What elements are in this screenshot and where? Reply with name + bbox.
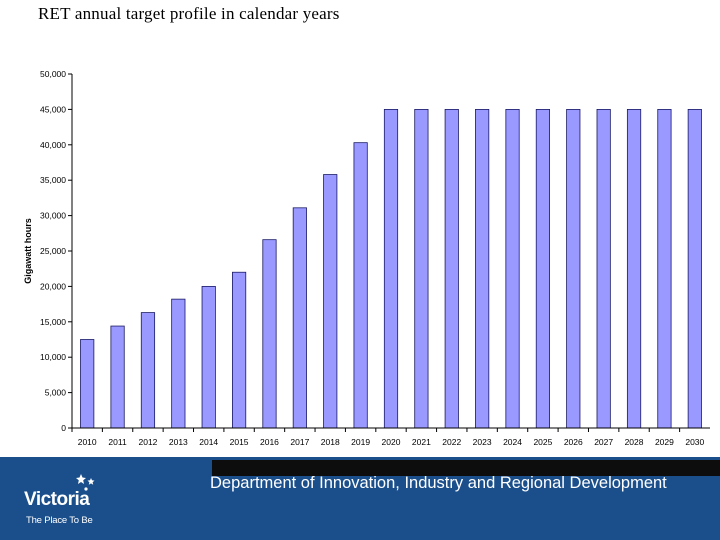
bar-2030 (687, 109, 702, 429)
bar-2011 (110, 325, 125, 429)
x-tick-label: 2022 (442, 437, 461, 447)
x-tick-label: 2011 (108, 437, 127, 447)
bar-2024 (505, 109, 520, 429)
x-tick-label: 2023 (473, 437, 492, 447)
x-tick-label: 2016 (260, 437, 279, 447)
y-tick-label: 0 (61, 423, 66, 433)
x-tick-label: 2021 (412, 437, 431, 447)
x-tick-label: 2024 (503, 437, 522, 447)
slide-title: RET annual target profile in calendar ye… (38, 4, 340, 23)
southern-cross-logo-icon (76, 474, 95, 491)
x-tick-label: 2026 (564, 437, 583, 447)
y-tick-label: 20,000 (40, 281, 66, 291)
bar-2012 (140, 312, 156, 429)
bar-2022 (444, 109, 459, 429)
x-tick-label: 2010 (78, 437, 97, 447)
bar-2028 (626, 109, 642, 429)
victoria-logo-tagline: The Place To Be (26, 515, 93, 526)
bar-2018 (323, 174, 338, 429)
x-tick-label: 2019 (351, 437, 370, 447)
bar-2020 (383, 109, 399, 429)
x-tick-label: 2027 (594, 437, 613, 447)
x-tick-label: 2018 (321, 437, 340, 447)
y-tick-label: 35,000 (40, 175, 66, 185)
x-tick-label: 2014 (199, 437, 218, 447)
bar-2025 (535, 109, 550, 429)
y-tick-label: 50,000 (40, 69, 66, 79)
x-tick-label: 2012 (138, 437, 157, 447)
y-tick-label: 15,000 (40, 317, 66, 327)
y-axis-label: Gigawatt hours (23, 218, 33, 284)
x-tick-label: 2025 (533, 437, 552, 447)
bar-2027 (596, 109, 611, 429)
bar-2017 (292, 207, 307, 429)
bar-2010 (80, 339, 95, 429)
x-tick-label: 2029 (655, 437, 674, 447)
bar-2015 (232, 271, 247, 429)
x-tick-label: 2013 (169, 437, 188, 447)
bar-2014 (201, 285, 216, 429)
bar-2023 (475, 109, 490, 429)
y-tick-label: 45,000 (40, 104, 66, 114)
bar-2019 (353, 142, 368, 429)
x-tick-label: 2030 (685, 437, 704, 447)
y-tick-label: 10,000 (40, 352, 66, 362)
bar-2026 (566, 109, 581, 429)
x-tick-label: 2028 (625, 437, 644, 447)
footer-dark-strip (212, 460, 720, 476)
bar-2016 (262, 239, 277, 429)
department-name: Department of Innovation, Industry and R… (210, 474, 667, 492)
bar-chart: Gigawatt hours 0 5,000 10,000 15,000 20,000 2… (23, 69, 710, 447)
bar-2013 (171, 298, 186, 429)
y-tick-label: 5,000 (45, 388, 67, 398)
y-tick-label: 25,000 (40, 246, 66, 256)
y-tick-label: 40,000 (40, 140, 66, 150)
x-tick-label: 2015 (230, 437, 249, 447)
y-tick-label: 30,000 (40, 211, 66, 221)
x-tick-label: 2020 (382, 437, 401, 447)
bar-2029 (657, 109, 672, 429)
victoria-logo-word: Victoria (24, 489, 90, 510)
bar-2021 (414, 109, 429, 429)
x-tick-label: 2017 (290, 437, 309, 447)
